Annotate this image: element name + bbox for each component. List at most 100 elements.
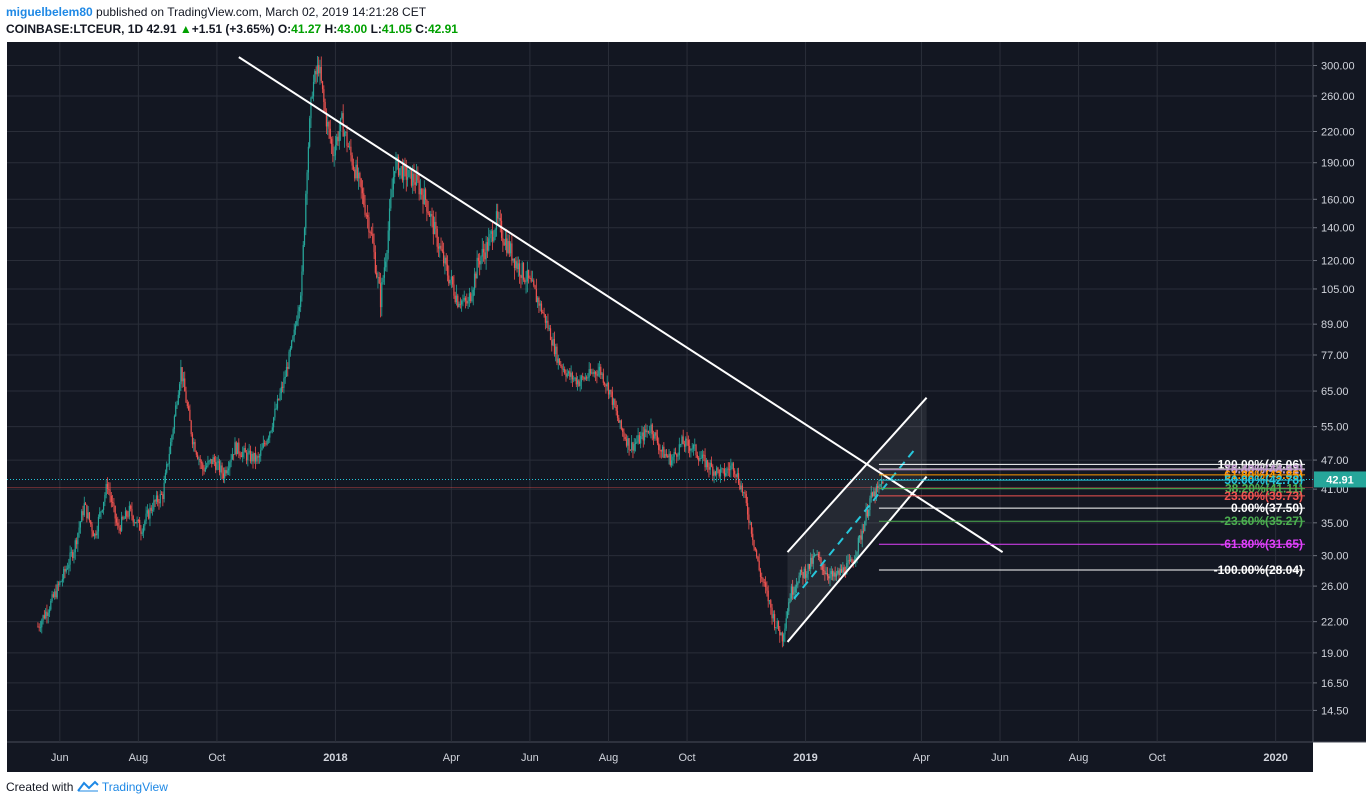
candle-body bbox=[779, 629, 781, 636]
time-axis[interactable] bbox=[7, 742, 1313, 772]
candle-body bbox=[254, 452, 257, 462]
candle-body bbox=[226, 470, 228, 474]
candle-body bbox=[352, 165, 355, 170]
candle-body bbox=[793, 592, 795, 595]
candle-body bbox=[312, 81, 315, 97]
candle-body bbox=[63, 569, 65, 580]
candle-body bbox=[339, 118, 342, 132]
candle-body bbox=[233, 454, 235, 456]
low-value: 41.05 bbox=[381, 22, 412, 36]
fib-level-label: 23.60%(39.73) bbox=[1224, 489, 1303, 503]
candle-body bbox=[683, 444, 686, 447]
candle-body bbox=[102, 501, 105, 510]
candle-body bbox=[422, 194, 424, 205]
candle-body bbox=[472, 289, 474, 297]
candle-body bbox=[280, 386, 282, 394]
candle-body bbox=[127, 516, 129, 518]
fib-level-label: 76.40%(44.92) bbox=[1224, 463, 1303, 477]
author-link[interactable]: miguelbelem80 bbox=[6, 5, 93, 19]
candle-body bbox=[734, 470, 736, 475]
candle-body bbox=[426, 199, 428, 212]
candle-body bbox=[56, 584, 58, 598]
candle-body bbox=[668, 453, 670, 458]
candle-body bbox=[604, 382, 606, 385]
chart-pane[interactable] bbox=[7, 42, 1313, 742]
candle-body bbox=[69, 552, 71, 565]
candle-body bbox=[260, 450, 262, 456]
candle-body bbox=[651, 424, 653, 435]
candle-body bbox=[153, 500, 155, 510]
y-tick-label: 220.00 bbox=[1321, 127, 1355, 139]
candle-body bbox=[481, 248, 483, 257]
candle-body bbox=[243, 447, 245, 452]
candle-body bbox=[306, 172, 308, 194]
candle-body bbox=[830, 571, 832, 575]
candle-body bbox=[96, 531, 98, 536]
candle-body bbox=[689, 445, 691, 451]
descending-trendline[interactable] bbox=[238, 56, 1004, 553]
candle-body bbox=[101, 509, 103, 512]
candle-body bbox=[466, 300, 468, 304]
candle-body bbox=[667, 455, 669, 458]
candle-body bbox=[822, 570, 825, 572]
candle-body bbox=[847, 560, 849, 564]
x-tick-label: Oct bbox=[1149, 752, 1166, 764]
x-tick-label: Jun bbox=[991, 752, 1009, 764]
candle-body bbox=[97, 516, 100, 532]
candle-body bbox=[445, 257, 447, 265]
publish-info: miguelbelem80 published on TradingView.c… bbox=[6, 5, 426, 19]
candle-body bbox=[824, 571, 826, 575]
price-axis[interactable] bbox=[1313, 42, 1366, 742]
candle-body bbox=[191, 434, 194, 445]
candle-body bbox=[652, 434, 655, 439]
candle-body bbox=[92, 531, 94, 537]
x-tick-label: Oct bbox=[208, 752, 225, 764]
candle-body bbox=[792, 586, 794, 595]
candle-body bbox=[287, 366, 289, 369]
candle-body bbox=[87, 512, 89, 519]
candle-body bbox=[866, 509, 868, 517]
candle-body bbox=[294, 325, 297, 330]
candle-body bbox=[494, 229, 496, 238]
candle-body bbox=[321, 81, 324, 90]
candle-body bbox=[363, 193, 365, 205]
tradingview-link[interactable]: TradingView bbox=[101, 780, 168, 794]
candle-body bbox=[131, 508, 133, 517]
fib-level-label: -61.80%(31.65) bbox=[1220, 537, 1303, 551]
candle-body bbox=[302, 244, 304, 272]
candle-body bbox=[328, 121, 330, 129]
fib-level-label: 50.00%(42.78) bbox=[1224, 473, 1303, 487]
candle-body bbox=[736, 473, 738, 477]
x-tick-label: Aug bbox=[1069, 752, 1089, 764]
channel-upper-line[interactable] bbox=[786, 397, 928, 553]
candle-body bbox=[292, 336, 294, 341]
candle-body bbox=[462, 300, 464, 302]
candle-body bbox=[70, 552, 72, 553]
candle-body bbox=[60, 581, 62, 583]
candle-body bbox=[795, 585, 798, 587]
candle-body bbox=[367, 215, 369, 218]
candle-body bbox=[338, 131, 340, 142]
candle-body bbox=[240, 455, 243, 457]
channel-mid-line[interactable] bbox=[793, 448, 916, 600]
candle-body bbox=[851, 559, 853, 563]
candle-body bbox=[132, 516, 134, 523]
candle-body bbox=[835, 573, 838, 577]
candle-body bbox=[548, 328, 550, 330]
candle-body bbox=[154, 500, 156, 502]
candle-body bbox=[106, 484, 109, 489]
candle-body bbox=[578, 380, 580, 387]
candle-body bbox=[869, 498, 871, 510]
tradingview-logo-icon[interactable] bbox=[76, 780, 99, 792]
candle-body bbox=[463, 297, 465, 301]
candle-body bbox=[382, 277, 384, 283]
candle-body bbox=[112, 501, 114, 503]
symbol-name[interactable]: COINBASE:LTCEUR, 1D bbox=[6, 22, 144, 36]
candle-body bbox=[772, 614, 774, 619]
candle-body bbox=[553, 339, 555, 355]
channel-lower-line[interactable] bbox=[786, 475, 928, 643]
candle-body bbox=[878, 485, 880, 488]
candle-body bbox=[43, 615, 45, 619]
candle-body bbox=[486, 242, 489, 251]
